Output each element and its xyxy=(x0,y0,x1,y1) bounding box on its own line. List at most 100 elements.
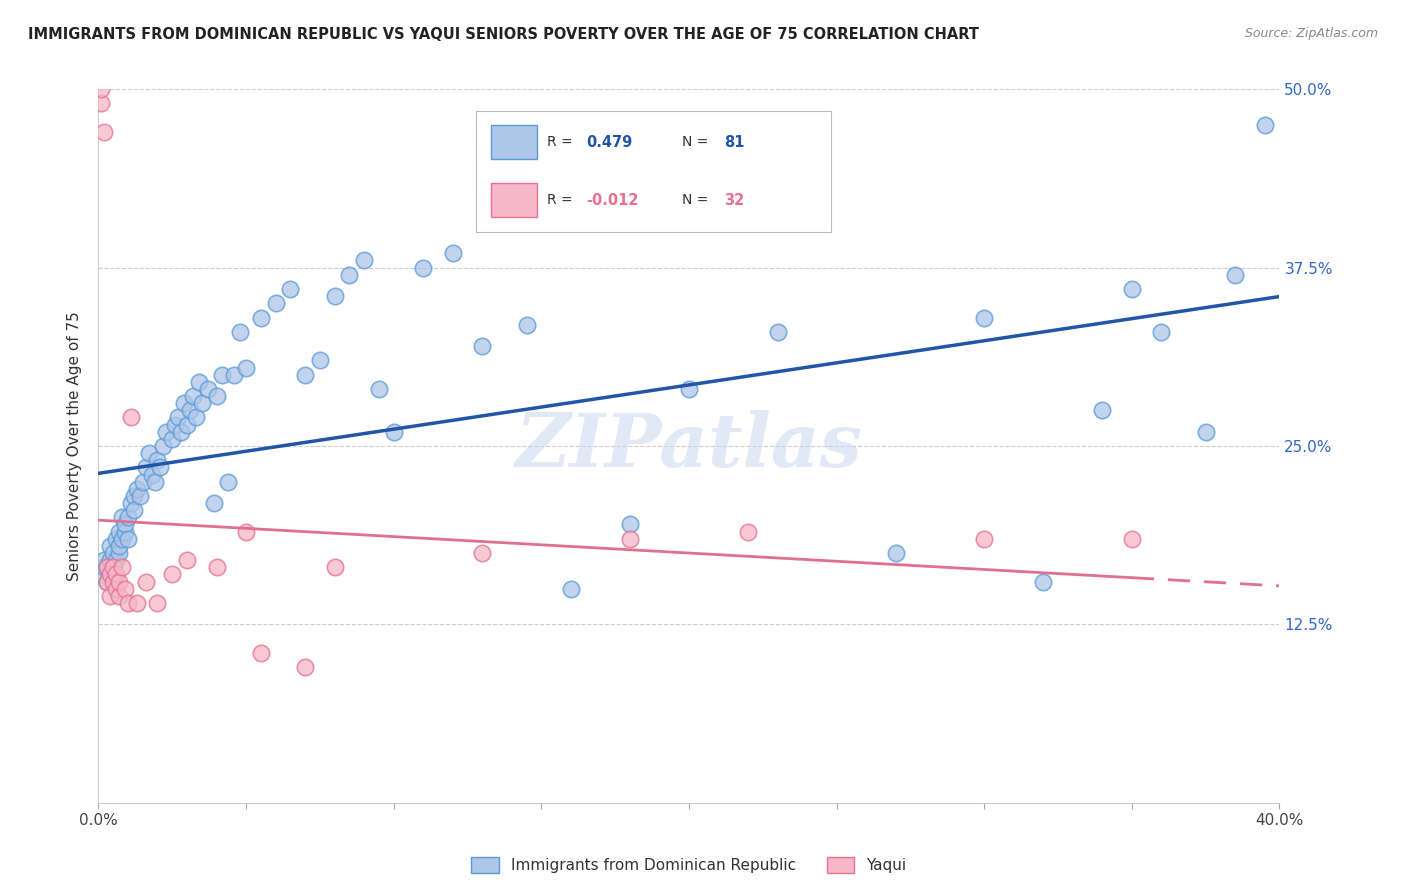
Point xyxy=(167,410,190,425)
Point xyxy=(117,532,139,546)
Point xyxy=(382,425,405,439)
Point xyxy=(105,553,128,567)
Point xyxy=(162,432,183,446)
Point xyxy=(93,553,115,567)
Text: ZIPatlas: ZIPatlas xyxy=(516,409,862,483)
Point xyxy=(173,396,195,410)
Point xyxy=(973,310,995,325)
Point xyxy=(96,560,118,574)
Point xyxy=(235,524,257,539)
Y-axis label: Seniors Poverty Over the Age of 75: Seniors Poverty Over the Age of 75 xyxy=(67,311,83,581)
Point xyxy=(103,567,125,582)
Point xyxy=(412,260,434,275)
Point xyxy=(1032,574,1054,589)
Point xyxy=(122,489,145,503)
Point xyxy=(1195,425,1218,439)
Point xyxy=(294,368,316,382)
Point xyxy=(471,339,494,353)
Point xyxy=(128,489,150,503)
Point xyxy=(152,439,174,453)
Text: IMMIGRANTS FROM DOMINICAN REPUBLIC VS YAQUI SENIORS POVERTY OVER THE AGE OF 75 C: IMMIGRANTS FROM DOMINICAN REPUBLIC VS YA… xyxy=(28,27,979,42)
Point xyxy=(170,425,193,439)
Point xyxy=(114,524,136,539)
Point xyxy=(155,425,177,439)
Point xyxy=(108,546,131,560)
Text: 0.479: 0.479 xyxy=(586,135,633,150)
Point xyxy=(108,524,131,539)
Point xyxy=(353,253,375,268)
Point xyxy=(108,539,131,553)
Point xyxy=(98,553,121,567)
Point xyxy=(114,582,136,596)
Point xyxy=(108,574,131,589)
Point xyxy=(120,410,142,425)
Point xyxy=(250,310,273,325)
Point xyxy=(323,289,346,303)
Point xyxy=(184,410,207,425)
Point xyxy=(217,475,239,489)
Point xyxy=(560,582,582,596)
Point xyxy=(678,382,700,396)
Text: N =: N = xyxy=(682,136,713,149)
Point xyxy=(146,453,169,467)
Point xyxy=(766,325,789,339)
Point xyxy=(1121,282,1143,296)
Text: N =: N = xyxy=(682,194,713,207)
Point xyxy=(93,560,115,574)
Point xyxy=(90,567,112,582)
Point xyxy=(211,368,233,382)
Point xyxy=(187,375,209,389)
Point xyxy=(1254,118,1277,132)
Text: 32: 32 xyxy=(724,193,745,208)
Point xyxy=(103,560,125,574)
Point xyxy=(515,318,537,332)
Point xyxy=(125,596,148,610)
Point xyxy=(1091,403,1114,417)
Point xyxy=(202,496,225,510)
Point xyxy=(98,539,121,553)
Point xyxy=(96,560,118,574)
Point xyxy=(339,268,360,282)
Point xyxy=(103,546,125,560)
Point xyxy=(1150,325,1173,339)
Point xyxy=(197,382,219,396)
Point xyxy=(90,82,112,96)
Point xyxy=(96,574,118,589)
Text: Source: ZipAtlas.com: Source: ZipAtlas.com xyxy=(1244,27,1378,40)
Point xyxy=(191,396,214,410)
Point xyxy=(138,446,160,460)
Point xyxy=(619,532,641,546)
Point xyxy=(98,567,121,582)
Point xyxy=(96,574,118,589)
Point xyxy=(111,560,134,574)
Point xyxy=(368,382,391,396)
Text: R =: R = xyxy=(547,136,578,149)
Text: -0.012: -0.012 xyxy=(586,193,638,208)
Point xyxy=(441,246,464,260)
Point xyxy=(1121,532,1143,546)
Point xyxy=(146,596,169,610)
Point xyxy=(229,325,252,339)
Point xyxy=(111,532,134,546)
Legend: Immigrants from Dominican Republic, Yaqui: Immigrants from Dominican Republic, Yaqu… xyxy=(464,849,914,880)
Point xyxy=(181,389,204,403)
Point xyxy=(149,460,172,475)
Point xyxy=(224,368,246,382)
Point xyxy=(176,553,198,567)
Point xyxy=(135,574,157,589)
Point xyxy=(973,532,995,546)
Text: 81: 81 xyxy=(724,135,745,150)
Point xyxy=(117,510,139,524)
Point xyxy=(141,467,163,482)
Point xyxy=(90,96,112,111)
Point xyxy=(105,582,128,596)
Point xyxy=(737,524,759,539)
Point xyxy=(122,503,145,517)
Point xyxy=(103,574,125,589)
Point xyxy=(162,567,183,582)
Point xyxy=(619,517,641,532)
FancyBboxPatch shape xyxy=(491,184,537,218)
Point xyxy=(105,567,128,582)
FancyBboxPatch shape xyxy=(491,125,537,159)
Point xyxy=(471,546,494,560)
